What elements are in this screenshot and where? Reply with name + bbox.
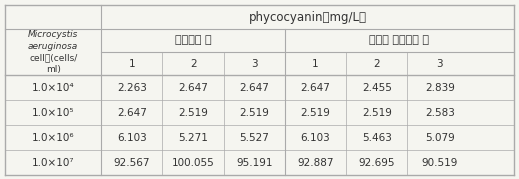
Text: 2.263: 2.263: [117, 83, 147, 93]
Text: 2.455: 2.455: [362, 83, 392, 93]
Text: 2: 2: [374, 59, 380, 69]
Text: 2.839: 2.839: [425, 83, 455, 93]
Text: 95.191: 95.191: [236, 158, 272, 168]
Text: 1.0×10⁷: 1.0×10⁷: [32, 158, 74, 168]
Text: 3: 3: [251, 59, 257, 69]
Text: 원심분리 후: 원심분리 후: [175, 35, 211, 45]
Text: 1.0×10⁶: 1.0×10⁶: [32, 133, 75, 143]
Text: 92.887: 92.887: [297, 158, 334, 168]
Text: 2.519: 2.519: [301, 108, 331, 118]
Text: 2.583: 2.583: [425, 108, 455, 118]
Text: 90.519: 90.519: [421, 158, 458, 168]
Text: 6.103: 6.103: [301, 133, 331, 143]
Text: 100.055: 100.055: [172, 158, 214, 168]
Text: 2.647: 2.647: [239, 83, 269, 93]
Text: 초고속 원심분리 후: 초고속 원심분리 후: [370, 35, 429, 45]
Text: 2.647: 2.647: [117, 108, 147, 118]
Text: 92.695: 92.695: [359, 158, 395, 168]
Text: 2.647: 2.647: [178, 83, 208, 93]
Text: 2.647: 2.647: [301, 83, 331, 93]
Text: 6.103: 6.103: [117, 133, 147, 143]
Text: 5.527: 5.527: [239, 133, 269, 143]
Text: 1: 1: [129, 59, 135, 69]
Text: ml): ml): [46, 65, 61, 74]
Text: 2.519: 2.519: [178, 108, 208, 118]
Text: 92.567: 92.567: [114, 158, 150, 168]
Text: 2: 2: [190, 59, 196, 69]
Text: 5.463: 5.463: [362, 133, 392, 143]
Text: 2.519: 2.519: [362, 108, 392, 118]
Text: 2.519: 2.519: [239, 108, 269, 118]
Text: Microcystis: Microcystis: [28, 30, 78, 39]
Text: aeruginosa: aeruginosa: [28, 42, 78, 51]
Text: 5.079: 5.079: [425, 133, 455, 143]
Text: 5.271: 5.271: [178, 133, 208, 143]
Text: phycocyanin（mg/L）: phycocyanin（mg/L）: [249, 11, 366, 23]
Text: 1: 1: [312, 59, 319, 69]
Text: 1.0×10⁵: 1.0×10⁵: [32, 108, 74, 118]
Text: cell수(cells/: cell수(cells/: [29, 53, 77, 62]
Text: 3: 3: [436, 59, 443, 69]
Text: 1.0×10⁴: 1.0×10⁴: [32, 83, 75, 93]
